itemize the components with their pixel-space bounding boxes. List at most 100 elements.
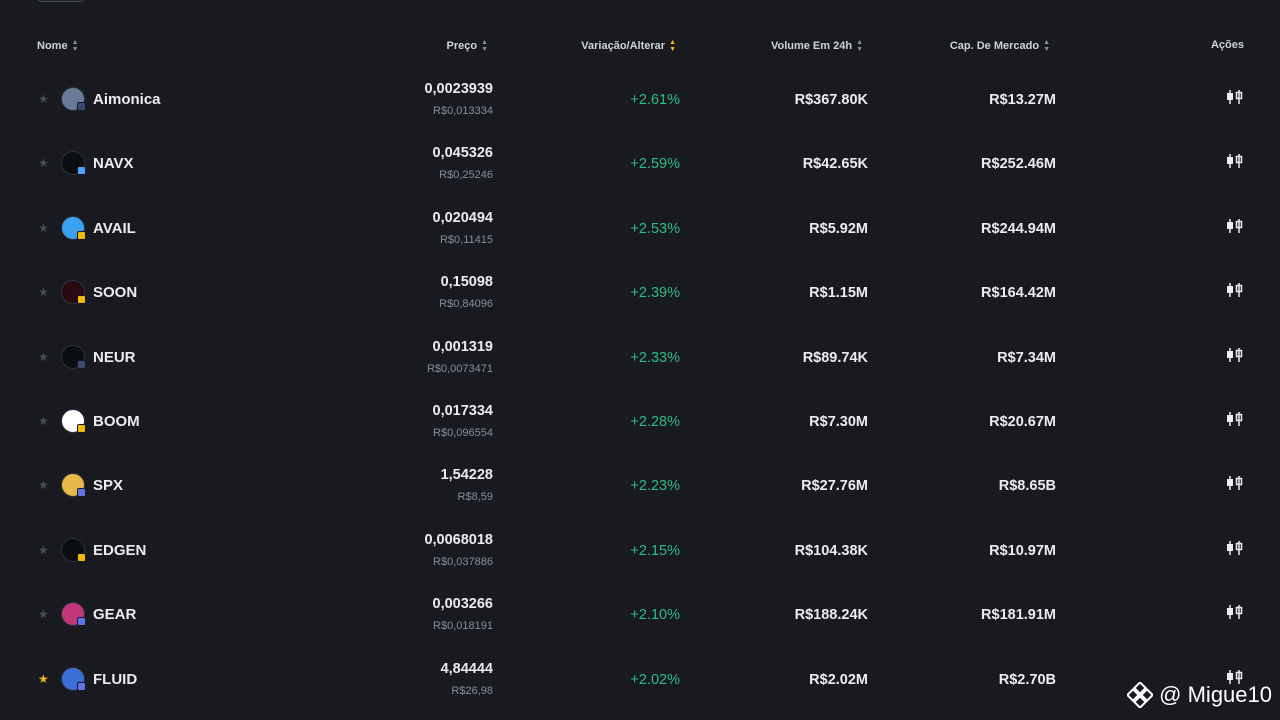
coin-price: 0,001319 (432, 338, 493, 355)
coin-price-fiat: R$0,0073471 (426, 362, 493, 375)
coin-market-cap: R$13.27M (989, 92, 1056, 108)
trade-action-icon[interactable] (1225, 411, 1245, 427)
coin-change: +2.39% (630, 285, 680, 302)
top-tab-edge[interactable] (38, 0, 84, 2)
coin-change: +2.02% (630, 671, 680, 688)
sort-icon: ▲ ▼ (71, 39, 79, 53)
header-market-cap[interactable]: Cap. De Mercado ▲ ▼ (949, 39, 1050, 53)
coin-volume: R$42.65K (802, 156, 868, 173)
table-header: Nome ▲ ▼ Preço ▲ ▼ Variação/Alterar ▲ ▼ Vol… (0, 36, 1280, 56)
coin-volume: R$367.80K (794, 92, 868, 108)
coin-volume: R$2.02M (809, 671, 868, 688)
coin-name[interactable]: AVAIL (93, 219, 136, 237)
header-change[interactable]: Variação/Alterar ▲ ▼ (581, 39, 676, 53)
favorite-star-icon[interactable]: ★ (38, 92, 49, 106)
trade-action-icon[interactable] (1225, 347, 1245, 363)
trade-action-icon[interactable] (1225, 153, 1245, 169)
coin-change: +2.28% (630, 414, 680, 430)
chain-badge-icon (77, 424, 86, 433)
coin-market-cap: R$2.70B (998, 671, 1056, 688)
coin-price-fiat: R$0,037886 (433, 555, 493, 568)
coin-market-cap: R$244.94M (981, 220, 1056, 237)
coin-volume: R$27.76M (801, 478, 868, 495)
coin-volume: R$7.30M (809, 414, 868, 430)
header-volume[interactable]: Volume Em 24h ▲ ▼ (770, 39, 863, 53)
coin-price-fiat: R$8,59 (457, 491, 493, 504)
favorite-star-icon[interactable]: ★ (38, 542, 49, 557)
table-row[interactable]: ★ SOON 0,15098 R$0,84096 +2.39% R$1.15M … (0, 258, 1280, 322)
coin-change: +2.53% (630, 220, 680, 237)
table-row[interactable]: ★ Aimonica 0,0023939 R$0,013334 +2.61% R… (0, 65, 1280, 129)
trade-action-icon[interactable] (1225, 604, 1245, 620)
coin-volume: R$5.92M (809, 220, 868, 237)
coin-change: +2.33% (630, 349, 680, 366)
coin-volume: R$104.38K (794, 542, 868, 559)
binance-logo-icon (1127, 682, 1154, 708)
table-row[interactable]: ★ SPX 1,54228 R$8,59 +2.23% R$27.76M R$8… (0, 451, 1280, 515)
sort-icon: ▲ ▼ (1043, 39, 1050, 53)
favorite-star-icon[interactable]: ★ (38, 414, 49, 428)
coin-change: +2.59% (630, 156, 680, 173)
chain-badge-icon (77, 617, 86, 627)
coin-volume: R$1.15M (809, 285, 868, 302)
trade-action-icon[interactable] (1225, 218, 1245, 234)
coin-volume: R$89.74K (802, 349, 868, 366)
coin-price-fiat: R$0,096554 (433, 427, 493, 439)
watermark: @ Migue10 (1127, 682, 1272, 708)
trade-action-icon[interactable] (1225, 475, 1245, 491)
coin-market-cap: R$7.34M (997, 349, 1056, 366)
chain-badge-icon (77, 359, 86, 369)
coin-volume: R$188.24K (794, 607, 868, 624)
coin-price-fiat: R$0,11415 (439, 233, 493, 246)
trade-action-icon[interactable] (1225, 89, 1245, 105)
coin-name[interactable]: GEAR (93, 606, 137, 624)
favorite-star-icon[interactable]: ★ (38, 285, 49, 300)
chain-badge-icon (77, 681, 86, 691)
coin-price: 0,003266 (432, 596, 493, 613)
coin-name[interactable]: EDGEN (93, 541, 147, 559)
trade-action-icon[interactable] (1225, 669, 1245, 685)
table-row[interactable]: ★ NAVX 0,045326 R$0,25246 +2.59% R$42.65… (0, 129, 1280, 193)
table-row[interactable]: ★ BOOM 0,017334 R$0,096554 +2.28% R$7.30… (0, 387, 1280, 451)
sort-active-icon: ▲ ▼ (669, 39, 676, 53)
coin-name[interactable]: NEUR (93, 348, 136, 366)
table-row[interactable]: ★ GEAR 0,003266 R$0,018191 +2.10% R$188.… (0, 580, 1280, 644)
header-price[interactable]: Preço ▲ ▼ (446, 39, 488, 53)
coin-price: 0,0068018 (424, 531, 493, 548)
header-name[interactable]: Nome ▲ ▼ (37, 39, 79, 53)
sort-icon: ▲ ▼ (856, 39, 863, 53)
favorite-star-icon[interactable]: ★ (38, 220, 49, 235)
coin-name[interactable]: SPX (93, 477, 124, 495)
coin-change: +2.15% (630, 542, 680, 559)
coin-name[interactable]: FLUID (93, 670, 138, 688)
coin-name[interactable]: BOOM (93, 413, 140, 430)
trade-action-icon[interactable] (1225, 540, 1245, 556)
coin-market-cap: R$20.67M (989, 414, 1056, 430)
favorite-star-icon[interactable]: ★ (38, 156, 49, 171)
coin-price: 1,54228 (440, 467, 493, 484)
coin-change: +2.23% (630, 478, 680, 495)
favorite-star-icon[interactable]: ★ (38, 671, 49, 686)
header-actions: Ações (1210, 39, 1244, 51)
coin-market-cap: R$10.97M (989, 542, 1056, 559)
coin-name[interactable]: NAVX (93, 155, 134, 173)
favorite-star-icon[interactable]: ★ (38, 607, 49, 622)
favorite-star-icon[interactable]: ★ (38, 478, 49, 493)
coin-price-fiat: R$0,018191 (433, 620, 493, 633)
coin-change: +2.61% (630, 92, 680, 108)
favorite-star-icon[interactable]: ★ (38, 349, 49, 364)
table-row[interactable]: ★ AVAIL 0,020494 R$0,11415 +2.53% R$5.92… (0, 194, 1280, 258)
table-row[interactable]: ★ EDGEN 0,0068018 R$0,037886 +2.15% R$10… (0, 516, 1280, 580)
coin-price-fiat: R$26,98 (451, 684, 493, 697)
table-row[interactable]: ★ FLUID 4,84444 R$26,98 +2.02% R$2.02M R… (0, 645, 1280, 709)
coin-price-fiat: R$0,84096 (439, 298, 493, 311)
trade-action-icon[interactable] (1225, 282, 1245, 298)
coin-name[interactable]: SOON (93, 284, 138, 302)
coin-name[interactable]: Aimonica (93, 91, 161, 108)
coin-price: 0,017334 (432, 403, 493, 419)
coin-market-cap: R$252.46M (981, 156, 1056, 173)
sort-icon: ▲ ▼ (481, 39, 488, 53)
table-row[interactable]: ★ NEUR 0,001319 R$0,0073471 +2.33% R$89.… (0, 323, 1280, 387)
coin-price-fiat: R$0,25246 (439, 169, 493, 182)
chain-badge-icon (77, 166, 86, 176)
